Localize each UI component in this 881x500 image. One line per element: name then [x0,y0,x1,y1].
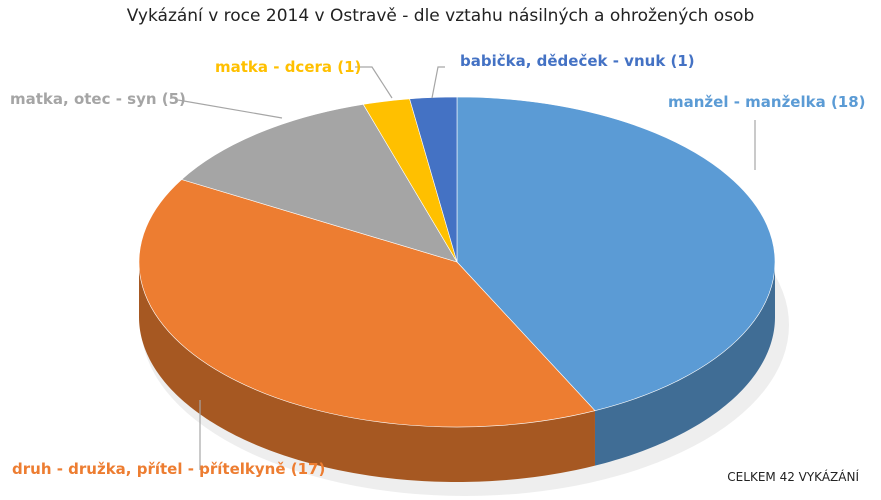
pie-slice-1 [138,179,596,428]
total-annotation: CELKEM 42 VYKÁZÁNÍ [727,470,859,484]
data-label-manzel: manžel - manželka (18) [668,93,866,111]
pie-slice-0 [456,96,776,411]
leader-line-3 [431,66,445,99]
data-label-matka-otec-syn: matka, otec - syn (5) [10,90,186,108]
pie-slice-4 [409,96,458,263]
data-label-druh: druh - družka, přítel - přítelkyně (17) [12,460,326,478]
data-label-matka-dcera: matka - dcera (1) [215,58,362,76]
chart-title: Vykázání v roce 2014 v Ostravě - dle vzt… [126,6,755,26]
pie-slice-2 [181,104,458,263]
leader-line-2 [355,66,393,99]
leader-line-1 [177,99,283,119]
slice-side-0 [594,262,775,466]
data-label-babicka: babička, dědeček - vnuk (1) [460,52,695,70]
